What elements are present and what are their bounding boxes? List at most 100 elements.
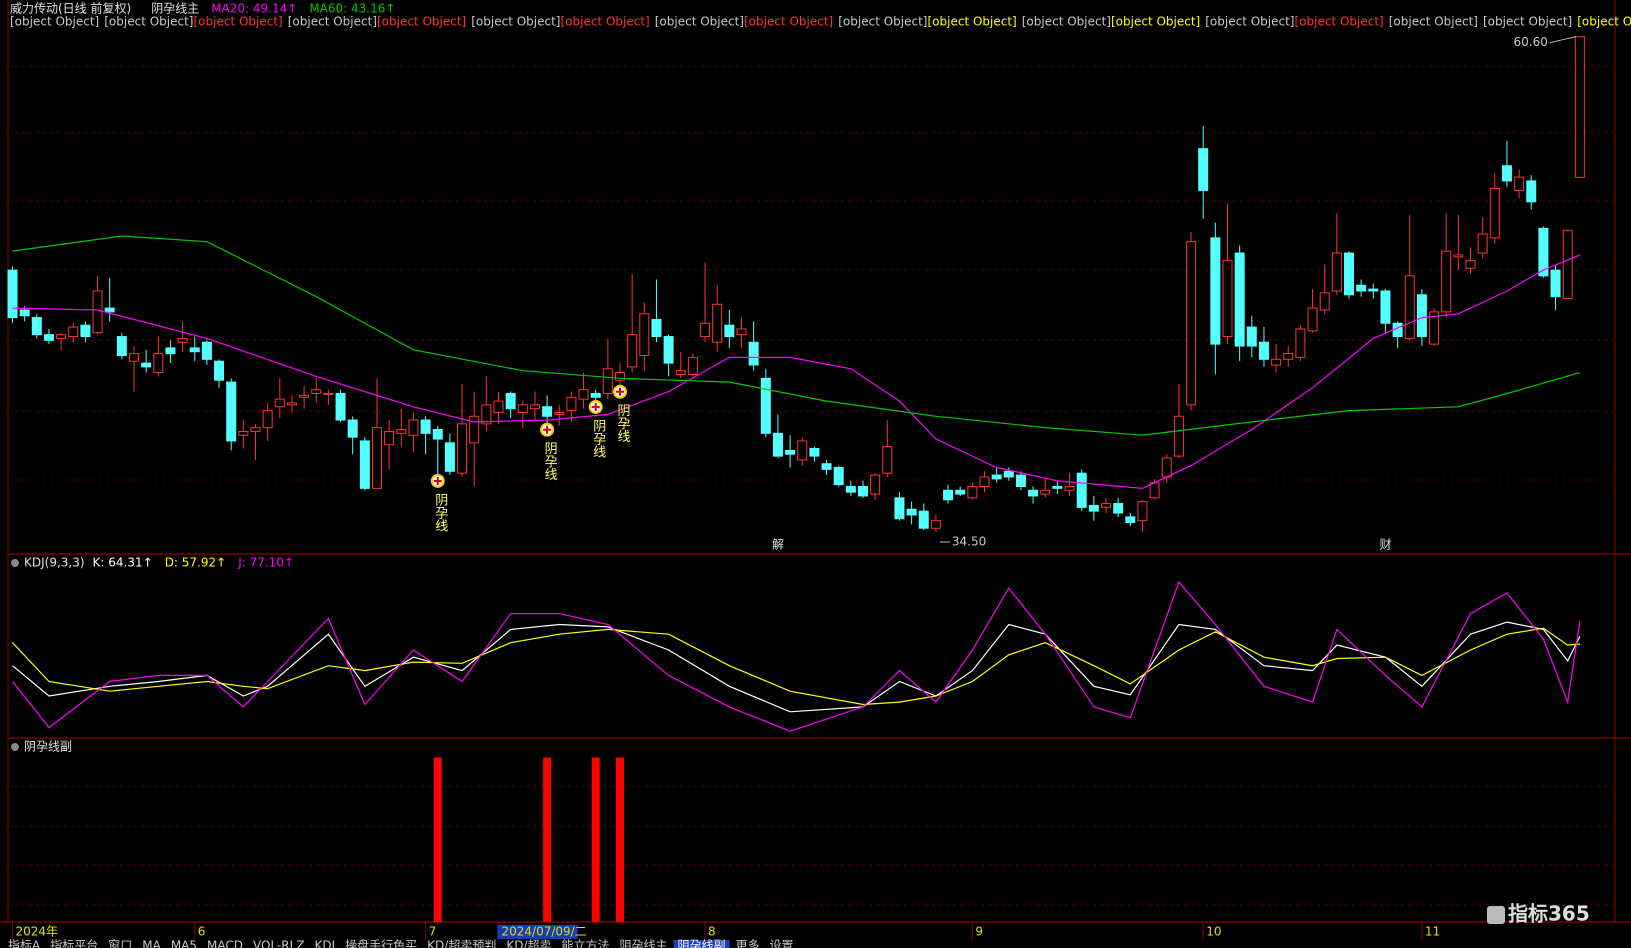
candle-body [1526, 180, 1537, 203]
candle-body [748, 341, 759, 366]
candle-body [323, 392, 334, 395]
candle-body [675, 370, 686, 376]
signal-label: 阴孕线 [432, 493, 448, 532]
candle-body [821, 463, 832, 470]
candle-body [1186, 241, 1197, 406]
ma-legend: MA20: 49.14↑ [211, 2, 297, 16]
candle-body [19, 309, 30, 317]
toolbar-tab[interactable]: 窗口 [108, 939, 132, 948]
candle-body [1198, 148, 1209, 191]
x-tick-label: 9 [975, 925, 983, 939]
toolbar-tab[interactable]: 指标A [8, 938, 41, 948]
quote-info: [object Object] [928, 15, 1017, 29]
candle-body [1052, 485, 1063, 489]
extreme-pointer [1549, 36, 1576, 44]
candle-body [226, 381, 237, 442]
candle-body [712, 303, 723, 343]
ma-legend: MA60: 43.16↑ [309, 2, 395, 16]
candle-body [1331, 252, 1342, 292]
candle-body [1271, 358, 1282, 366]
x-tick-label: 8 [708, 925, 716, 939]
candle-body [833, 466, 844, 486]
toolbar-tab[interactable]: KD/超卖预判 [427, 938, 496, 948]
candle-body [687, 356, 698, 376]
x-tick-label: 2024/07/09/二 [502, 925, 587, 939]
quote-info: [object Object] [1205, 15, 1294, 29]
candle-body [214, 360, 225, 381]
toolbar-tab[interactable]: KD/超卖 [506, 938, 551, 948]
toolbar-tab[interactable]: MACD [207, 939, 243, 948]
candle-body [566, 396, 577, 412]
candle-body [700, 322, 711, 338]
candle-body [1064, 485, 1075, 491]
candle-body [1562, 229, 1573, 300]
candle-body [1210, 237, 1221, 345]
quote-info: [object Object] [1295, 15, 1384, 29]
candle-body [809, 448, 820, 457]
kdj-legend: D: 57.92↑ [165, 556, 227, 570]
toolbar-tab[interactable]: 设置 [770, 939, 794, 948]
candle-body [736, 328, 747, 336]
bar [433, 757, 442, 922]
quote-info: [object Object] [1483, 15, 1572, 29]
toolbar-tab[interactable]: 指标平台 [50, 938, 98, 948]
candle-body [1234, 252, 1245, 347]
quote-info: [object Object] [194, 15, 283, 29]
candle-body [785, 449, 796, 455]
candle-body [396, 429, 407, 434]
candle-body [80, 324, 91, 338]
candle-body [858, 485, 868, 497]
indicator-name: 阴孕线副 [24, 740, 72, 754]
candle-body [457, 423, 468, 474]
candle-body [1283, 353, 1294, 360]
candle-body [469, 415, 480, 444]
candle-body [286, 402, 297, 406]
candle-body [979, 476, 990, 487]
toolbar-tab[interactable]: 更多 [736, 939, 760, 948]
toolbar-tab[interactable]: MA [142, 939, 161, 948]
signal-label: 阴孕线 [590, 419, 606, 458]
candle-body [1246, 326, 1257, 347]
candle-body [1344, 252, 1354, 296]
candle-body [1489, 188, 1500, 239]
candle-body [1028, 489, 1039, 497]
quote-info: [object Object] [104, 15, 193, 29]
line-series [12, 254, 1581, 490]
candle-body [1356, 284, 1367, 292]
candle-body [1477, 233, 1488, 254]
candle-body [845, 485, 856, 493]
candle-body [1538, 227, 1549, 277]
candle-body [1441, 250, 1452, 313]
candle-body [1161, 457, 1172, 478]
candle-body [870, 474, 881, 495]
toolbar-tab[interactable]: MA5 [171, 939, 197, 948]
x-tick-label: 10 [1206, 925, 1221, 939]
candle-body [930, 520, 941, 529]
quote-info: [object Object] [1577, 15, 1631, 29]
candle-body [602, 368, 613, 394]
candle-body [505, 392, 516, 410]
event-marker: 财 [1379, 538, 1391, 552]
candle-body [372, 427, 382, 489]
candle-body [141, 362, 152, 368]
candle-body [1015, 474, 1026, 487]
candle-body [1088, 504, 1099, 512]
toolbar-tab[interactable]: KDJ [315, 939, 336, 948]
candle-body [56, 334, 67, 339]
toolbar-tab[interactable]: VOL-RLZ [253, 939, 305, 948]
candle-body [1113, 503, 1124, 514]
toolbar-tab[interactable]: 阴孕线副 [678, 939, 726, 948]
toolbar-tab[interactable]: 阴孕线主 [620, 939, 668, 948]
quote-info: [object Object] [1389, 15, 1478, 29]
candle-body [311, 389, 322, 394]
candle-body [68, 326, 79, 338]
bar [591, 757, 600, 922]
quote-info: [object Object] [10, 15, 99, 29]
candle-body [335, 392, 346, 421]
toolbar-tab[interactable]: 能立方法 [561, 938, 609, 948]
candle-body [31, 317, 42, 336]
indicator-name: KDJ(9,3,3) [24, 556, 85, 570]
toolbar-tab[interactable]: 操盘手行色买 [345, 938, 417, 948]
candle-body [129, 353, 139, 362]
quote-info: [object Object] [1022, 15, 1111, 29]
